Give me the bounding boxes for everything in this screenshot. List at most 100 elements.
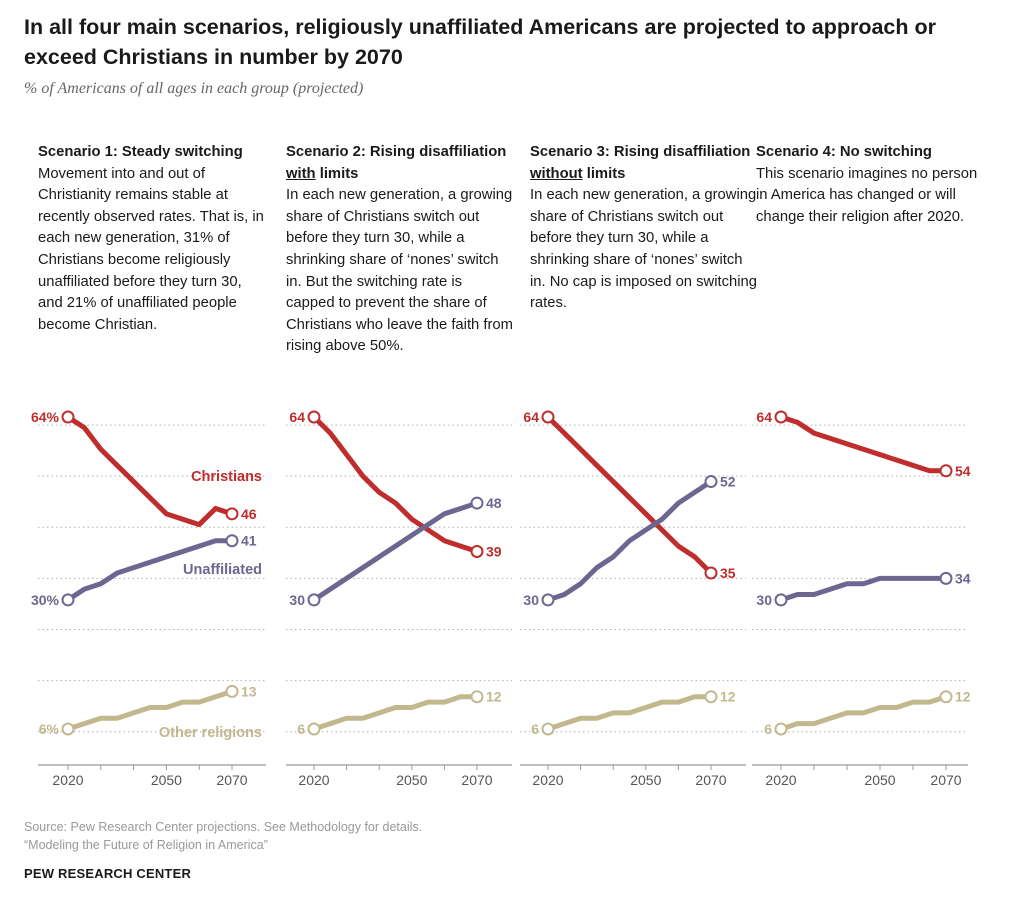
- christians-end-marker: [225, 507, 239, 521]
- other-end-marker: [704, 690, 718, 704]
- other-series-label: Other religions: [159, 725, 262, 741]
- x-tick-label-2020: 2020: [298, 772, 329, 788]
- unaffiliated-end-label: 48: [486, 495, 502, 511]
- christians-line: [778, 414, 949, 474]
- scenario-3-title-underlined: without: [530, 165, 583, 182]
- other-start-marker: [307, 722, 321, 736]
- christians-start-label: 64%: [31, 409, 60, 425]
- other-start-marker: [61, 722, 75, 736]
- scenario-2-title-pre: Scenario 2: Rising disaffiliation: [286, 144, 507, 160]
- christians-line: [545, 414, 714, 576]
- source-line-1: Source: Pew Research Center projections.…: [24, 820, 423, 834]
- x-tick-label-2070: 2070: [930, 772, 961, 788]
- unaffiliated-start-label: 30: [289, 592, 305, 608]
- x-tick-label-2070: 2070: [695, 772, 726, 788]
- christians-series-label: Christians: [191, 469, 262, 485]
- other-line: [65, 688, 235, 732]
- other-end-label: 13: [241, 683, 257, 699]
- x-tick-label-2020: 2020: [52, 772, 83, 788]
- scenario-2-chart: 2020 2050 2070 64 39 30 48 6 12: [286, 409, 512, 788]
- other-start-label: 6: [764, 721, 772, 737]
- x-tick-label-2070: 2070: [461, 772, 492, 788]
- scenario-3-body: In each new generation, a growing share …: [530, 187, 757, 312]
- x-tick-label-2050: 2050: [396, 772, 427, 788]
- other-end-label: 12: [486, 689, 502, 705]
- unaffiliated-start-label: 30: [523, 592, 539, 608]
- christians-start-marker: [61, 410, 75, 424]
- x-tick-label-2070: 2070: [216, 772, 247, 788]
- scenario-2-title-post: limits: [315, 165, 359, 182]
- christians-end-marker: [704, 566, 718, 580]
- christians-end-label: 54: [955, 463, 971, 479]
- christians-start-label: 64: [523, 409, 539, 425]
- scenario-1-description: Scenario 1: Steady switching Movement in…: [38, 142, 266, 336]
- unaffiliated-start-marker: [61, 593, 75, 607]
- unaffiliated-end-marker: [470, 496, 484, 510]
- scenario-1-chart: 2020 2050 2070 64% 46 30% 41 6% 13 Christians Unaf…: [31, 409, 266, 788]
- unaffiliated-start-label: 30: [756, 592, 772, 608]
- unaffiliated-start-marker: [774, 593, 788, 607]
- other-end-label: 12: [955, 689, 971, 705]
- unaffiliated-end-label: 41: [241, 533, 257, 549]
- other-start-marker: [541, 722, 555, 736]
- scenario-4-body: This scenario imagines no person in Amer…: [756, 165, 978, 225]
- christians-end-label: 35: [720, 565, 736, 581]
- other-line: [311, 694, 480, 732]
- source-note: Source: Pew Research Center projections.…: [24, 818, 422, 854]
- christians-line: [311, 414, 480, 554]
- x-tick-label-2020: 2020: [765, 772, 796, 788]
- scenario-3-title-post: limits: [582, 165, 626, 182]
- other-end-marker: [939, 690, 953, 704]
- christians-end-marker: [939, 464, 953, 478]
- other-end-marker: [470, 690, 484, 704]
- chart-subtitle: % of Americans of all ages in each group…: [24, 80, 364, 97]
- unaffiliated-series-label: Unaffiliated: [183, 562, 262, 578]
- scenario-1-title: Scenario 1: Steady switching: [38, 144, 243, 160]
- other-end-marker: [225, 684, 239, 698]
- scenario-4-description: Scenario 4: No switching This scenario i…: [756, 142, 984, 228]
- christians-start-marker: [541, 410, 555, 424]
- org-logo-text: PEW RESEARCH CENTER: [24, 866, 192, 881]
- christians-end-label: 46: [241, 506, 257, 522]
- unaffiliated-end-marker: [704, 475, 718, 489]
- x-tick-label-2050: 2050: [864, 772, 895, 788]
- other-start-label: 6: [297, 721, 305, 737]
- other-line: [778, 694, 949, 732]
- scenario-3-description: Scenario 3: Rising disaffiliation withou…: [530, 142, 758, 315]
- unaffiliated-line: [311, 500, 480, 603]
- christians-start-label: 64: [289, 409, 305, 425]
- christians-line: [65, 414, 235, 528]
- scenario-2-body: In each new generation, a growing share …: [286, 187, 513, 355]
- x-tick-label-2050: 2050: [630, 772, 661, 788]
- source-line-2: “Modeling the Future of Religion in Amer…: [24, 838, 268, 852]
- x-tick-label-2020: 2020: [532, 772, 563, 788]
- scenario-2-title-underlined: with: [286, 165, 316, 182]
- scenario-4-title: Scenario 4: No switching: [756, 144, 932, 160]
- christians-start-marker: [774, 410, 788, 424]
- scenario-3-title: Scenario 3: Rising disaffiliation withou…: [530, 142, 758, 185]
- unaffiliated-end-marker: [225, 534, 239, 548]
- unaffiliated-start-marker: [307, 593, 321, 607]
- other-line: [545, 694, 714, 732]
- unaffiliated-start-marker: [541, 593, 555, 607]
- christians-end-label: 39: [486, 543, 502, 559]
- scenario-2-title: Scenario 2: Rising disaffiliation with l…: [286, 142, 514, 185]
- x-tick-label-2050: 2050: [151, 772, 182, 788]
- chart-title: In all four main scenarios, religiously …: [24, 15, 936, 69]
- unaffiliated-line: [65, 538, 235, 603]
- scenario-3-chart: 2020 2050 2070 64 35 30 52 6 12: [520, 409, 746, 788]
- other-start-label: 6%: [39, 721, 60, 737]
- scenario-2-description: Scenario 2: Rising disaffiliation with l…: [286, 142, 514, 358]
- unaffiliated-end-label: 52: [720, 474, 736, 490]
- other-start-marker: [774, 722, 788, 736]
- christians-start-marker: [307, 410, 321, 424]
- unaffiliated-line: [778, 575, 949, 603]
- christians-end-marker: [470, 544, 484, 558]
- unaffiliated-end-marker: [939, 571, 953, 585]
- scenario-1-body: Movement into and out of Christianity re…: [38, 165, 264, 333]
- other-end-label: 12: [720, 689, 736, 705]
- unaffiliated-start-label: 30%: [31, 592, 60, 608]
- unaffiliated-end-label: 34: [955, 570, 971, 586]
- unaffiliated-line: [545, 479, 714, 603]
